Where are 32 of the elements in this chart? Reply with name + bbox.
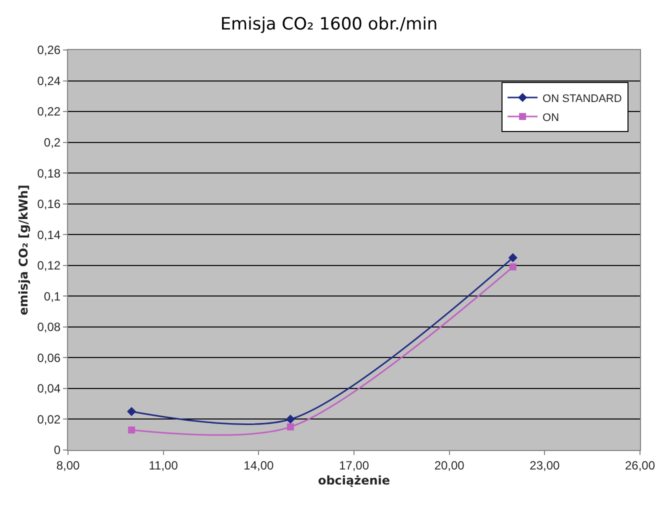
y-tick-label: 0,18 [37, 166, 61, 180]
x-tick-label: 20,00 [434, 458, 465, 472]
point [127, 406, 136, 416]
y-tick-label: 0,14 [37, 228, 61, 242]
point [508, 253, 518, 262]
y-tick-label: 0,12 [37, 258, 61, 273]
y-tick-label: 0,22 [37, 104, 61, 119]
y-tick-label: 0,08 [37, 320, 61, 334]
y-tick-label: 0,2 [44, 136, 61, 150]
y-tick-label: 0,1 [44, 289, 61, 304]
chart-title: Emisja CO₂ 1600 obr./min [220, 14, 438, 35]
legend-label: ON [542, 112, 560, 124]
point [286, 423, 294, 430]
point [509, 263, 516, 270]
x-tick-label: 8,00 [56, 458, 80, 472]
y-tick-label: 0,26 [37, 43, 61, 58]
x-tick-label: 11,00 [148, 458, 178, 472]
x-tick-label: 23,00 [530, 458, 560, 472]
y-axis-title: emisja CO₂ [g/kWh] [16, 184, 31, 316]
y-tick-label: 0,04 [37, 382, 61, 396]
y-tick-label: 0,16 [37, 197, 61, 212]
y-tick-label: 0,24 [37, 74, 61, 88]
y-tick-label: 0,06 [37, 350, 61, 365]
x-tick-label: 26,00 [624, 458, 656, 472]
x-axis-title: obciążenie [318, 473, 390, 488]
x-tick-label: 17,00 [338, 458, 370, 472]
y-tick-label: 0,02 [37, 412, 61, 426]
point [286, 414, 295, 424]
legend-label: ON STANDARD [542, 92, 622, 105]
x-tick-label: 14,00 [244, 458, 274, 472]
y-tick-label: 0 [54, 443, 61, 458]
point [128, 426, 136, 434]
